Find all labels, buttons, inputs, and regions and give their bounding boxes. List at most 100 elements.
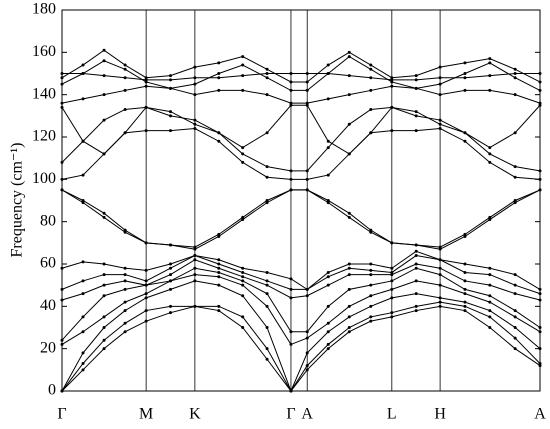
band-point	[513, 273, 517, 277]
band-point	[123, 67, 127, 71]
x-tick-label: K	[189, 406, 201, 423]
band-point	[438, 76, 442, 80]
band-line	[61, 189, 541, 250]
band-point	[217, 266, 221, 270]
band-point	[488, 266, 492, 270]
band-point	[463, 287, 467, 291]
band-point	[60, 105, 64, 109]
band-point	[538, 298, 542, 302]
band-point	[414, 110, 418, 114]
band-point	[326, 283, 330, 287]
band-point	[488, 283, 492, 287]
band-point	[193, 258, 197, 262]
band-point	[289, 80, 293, 84]
x-tick-label: M	[139, 406, 153, 423]
band-point	[193, 254, 197, 258]
band-point	[513, 283, 517, 287]
band-point	[538, 292, 542, 296]
band-line	[61, 305, 541, 392]
band-point	[123, 230, 127, 234]
band-point	[513, 199, 517, 202]
band-point	[390, 266, 394, 270]
x-tick-label: Γ	[286, 406, 295, 423]
band-point	[81, 201, 85, 205]
band-point	[538, 188, 542, 192]
band-point	[326, 270, 330, 274]
band-point	[488, 152, 492, 156]
band-point	[81, 173, 85, 177]
band-point	[326, 97, 330, 101]
band-point	[217, 61, 221, 65]
band-point	[123, 107, 127, 111]
band-line	[61, 189, 541, 248]
band-point	[289, 296, 293, 300]
band-point	[513, 72, 517, 75]
band-point	[289, 342, 293, 346]
band-point	[390, 311, 394, 315]
band-point	[488, 61, 492, 65]
band-point	[102, 118, 106, 122]
band-point	[326, 201, 330, 205]
band-point	[463, 234, 467, 238]
band-point	[289, 188, 293, 192]
band-point	[289, 169, 293, 173]
band-point	[123, 279, 127, 283]
band-point	[60, 287, 64, 291]
band-point	[414, 254, 418, 258]
band-line	[61, 280, 541, 393]
band-point	[488, 309, 492, 313]
band-point	[193, 122, 197, 126]
band-point	[414, 78, 418, 82]
band-point	[414, 266, 418, 270]
band-point	[241, 88, 245, 92]
band-line	[61, 250, 541, 291]
band-point	[102, 59, 106, 63]
band-point	[289, 389, 293, 393]
band-point	[390, 129, 394, 133]
band-point	[369, 262, 373, 266]
band-line	[61, 85, 541, 104]
band-point	[369, 268, 373, 272]
band-point	[488, 294, 492, 298]
band-point	[193, 304, 197, 308]
band-point	[390, 105, 394, 109]
band-point	[463, 139, 467, 143]
band-point	[414, 243, 418, 247]
band-point	[193, 247, 197, 251]
band-point	[438, 118, 442, 122]
band-point	[60, 338, 64, 342]
band-point	[369, 273, 373, 277]
band-point	[347, 211, 351, 215]
band-point	[305, 177, 309, 181]
band-point	[390, 270, 394, 274]
band-point	[123, 321, 127, 325]
band-point	[123, 287, 127, 291]
band-point	[265, 175, 269, 179]
band-point	[414, 249, 418, 253]
band-point	[488, 326, 492, 329]
band-point	[326, 342, 330, 346]
y-tick-label: 20	[40, 339, 56, 356]
band-point	[369, 294, 373, 298]
band-line	[61, 104, 541, 155]
band-point	[241, 326, 245, 329]
band-point	[538, 287, 542, 291]
band-point	[326, 330, 330, 334]
band-point	[265, 357, 269, 361]
band-point	[347, 315, 351, 319]
band-point	[81, 368, 85, 372]
band-point	[305, 294, 309, 298]
band-line	[61, 128, 541, 180]
x-tick-label: Γ	[57, 406, 66, 423]
band-point	[438, 82, 442, 86]
band-point	[488, 74, 492, 78]
band-point	[81, 260, 85, 264]
band-point	[169, 262, 173, 266]
band-line	[61, 49, 541, 83]
band-point	[265, 347, 269, 351]
x-tick-label: L	[387, 406, 397, 423]
band-point	[414, 74, 418, 78]
band-point	[193, 76, 197, 80]
band-point	[289, 330, 293, 334]
